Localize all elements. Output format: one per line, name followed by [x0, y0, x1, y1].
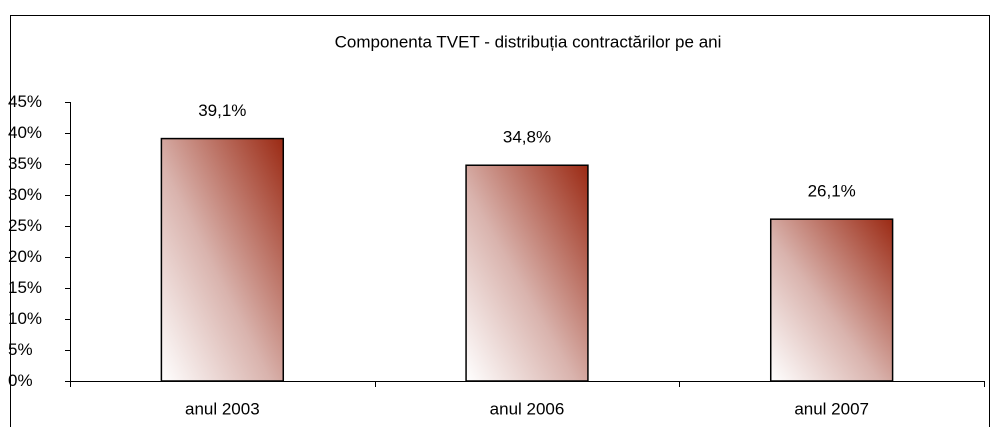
y-tick-label: 25%: [8, 216, 42, 235]
y-tick-label: 20%: [8, 247, 42, 266]
value-label: 26,1%: [808, 182, 856, 201]
y-tick-label: 5%: [8, 340, 33, 359]
chart-title: Componenta TVET - distribuția contractăr…: [335, 32, 722, 51]
x-tick-label: anul 2006: [490, 399, 565, 418]
x-tick-label: anul 2007: [794, 399, 869, 418]
y-tick-label: 10%: [8, 309, 42, 328]
y-tick-label: 45%: [8, 92, 42, 111]
y-tick-label: 15%: [8, 278, 42, 297]
y-tick-label: 30%: [8, 185, 42, 204]
value-label: 34,8%: [503, 128, 551, 147]
x-tick-label: anul 2003: [185, 399, 260, 418]
y-tick-label: 0%: [8, 371, 33, 390]
y-tick-label: 35%: [8, 154, 42, 173]
chart-frame: [10, 15, 990, 432]
bar: [769, 218, 894, 382]
y-tick-label: 40%: [8, 123, 42, 142]
bar: [465, 164, 589, 382]
bar: [160, 137, 285, 382]
value-label: 39,1%: [198, 101, 246, 120]
